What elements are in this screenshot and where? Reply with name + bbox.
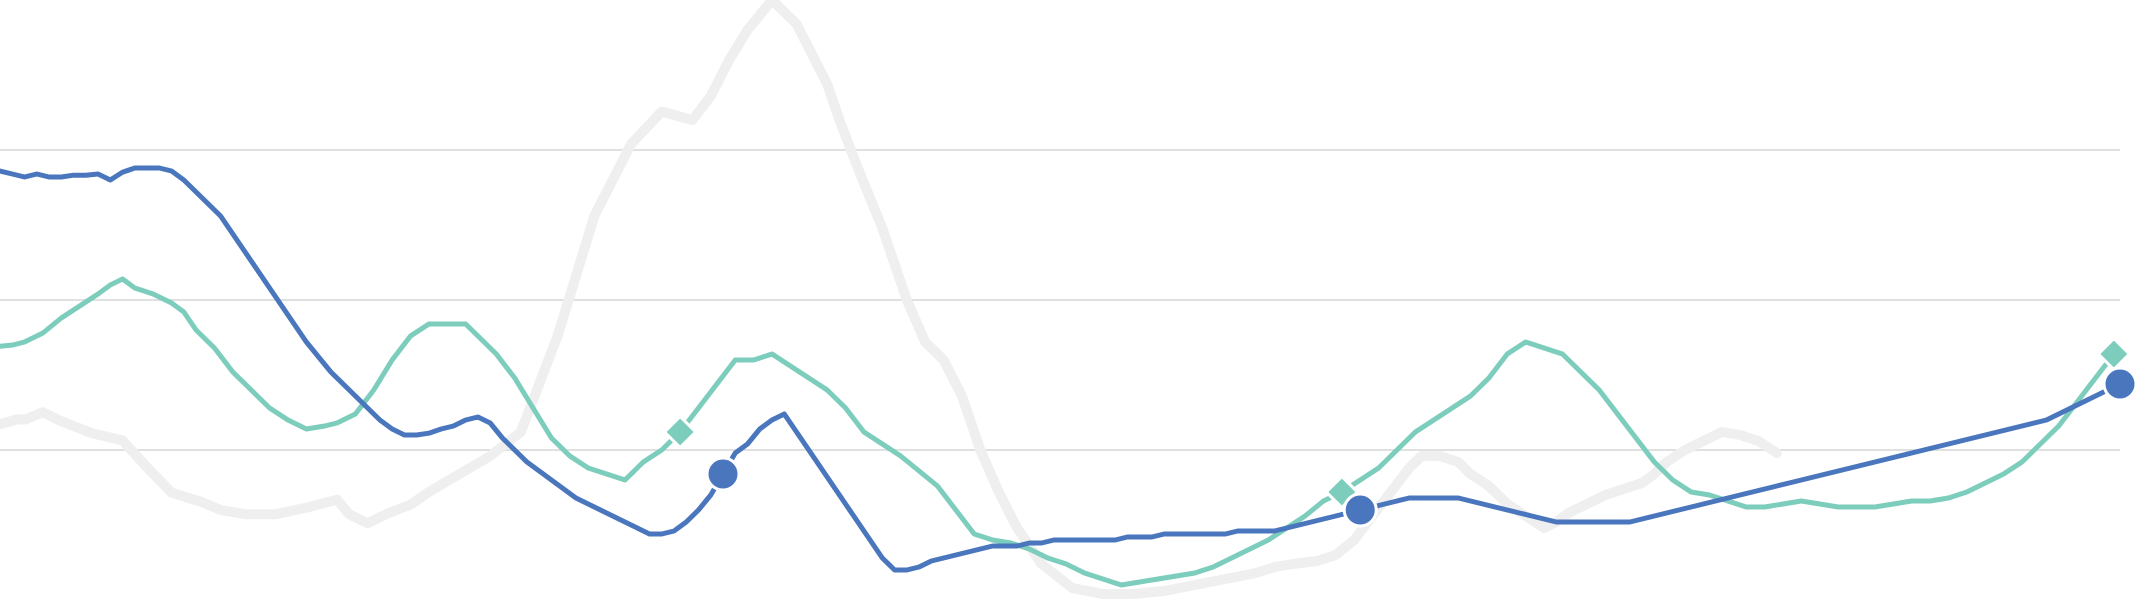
gridlines [0,149,2120,451]
marker-teal-1 [662,414,698,450]
series-line-gray [0,0,1782,599]
marker-layer [662,336,2137,528]
marker-blue-3 [2102,366,2137,402]
marker-blue-2 [1342,492,1378,528]
marker-teal-3 [2096,336,2132,372]
marker-blue-1 [705,456,741,492]
series-line-blue [0,165,2123,573]
series-line-teal [0,276,2117,588]
